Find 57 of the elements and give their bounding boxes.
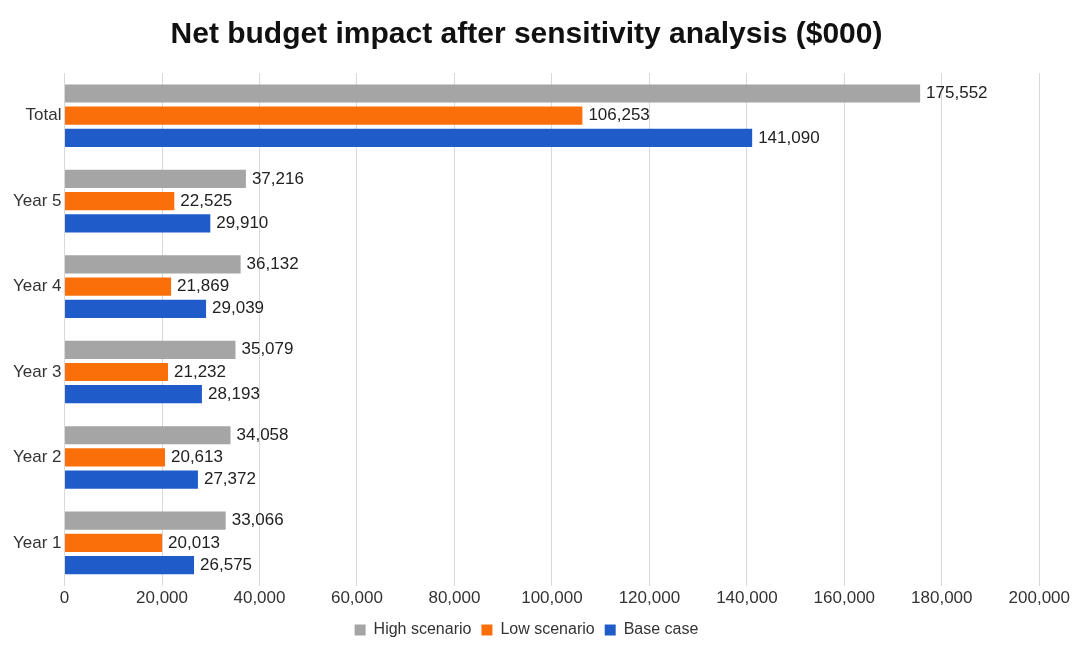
bar xyxy=(65,84,921,103)
y-tick-label: Total xyxy=(25,105,62,125)
bar xyxy=(65,511,226,530)
bar xyxy=(65,555,195,575)
legend-label: High scenario xyxy=(373,620,472,638)
data-label: 106,253 xyxy=(588,105,650,125)
data-label: 27,372 xyxy=(203,469,256,489)
data-label: 35,079 xyxy=(241,339,294,359)
bar xyxy=(65,299,207,318)
bar xyxy=(65,533,163,552)
y-tick-label: Year 3 xyxy=(13,361,62,381)
bar xyxy=(65,106,583,125)
x-tick-label: 140,000 xyxy=(716,588,778,608)
x-tick-label: 180,000 xyxy=(911,588,973,608)
data-label: 175,552 xyxy=(926,83,988,103)
x-tick-label: 100,000 xyxy=(521,588,583,608)
data-label: 37,216 xyxy=(251,168,304,188)
x-tick-label: 60,000 xyxy=(330,588,383,608)
data-label: 21,232 xyxy=(174,361,227,381)
data-label: 21,869 xyxy=(177,276,230,296)
legend-label: Low scenario xyxy=(500,620,595,638)
data-label: 29,910 xyxy=(216,213,269,233)
data-label: 29,039 xyxy=(212,298,265,318)
bar xyxy=(65,362,169,382)
data-label: 36,132 xyxy=(246,254,299,274)
data-label: 20,013 xyxy=(168,532,221,552)
x-tick-label: 200,000 xyxy=(1008,588,1070,608)
bar xyxy=(65,255,241,274)
bar xyxy=(65,277,172,296)
bar xyxy=(65,385,202,404)
bar xyxy=(65,169,246,189)
bar xyxy=(65,214,211,233)
data-label: 28,193 xyxy=(207,383,260,403)
y-tick-label: Year 5 xyxy=(13,190,62,210)
data-label: 22,525 xyxy=(180,190,233,210)
x-tick-label: 20,000 xyxy=(136,588,188,608)
x-tick-label: 40,000 xyxy=(233,588,286,608)
bar xyxy=(65,426,231,445)
chart-title: Net budget impact after sensitivity analysis ($000) xyxy=(170,16,883,50)
x-tick-label: 120,000 xyxy=(618,588,681,608)
data-label: 34,058 xyxy=(236,424,289,444)
bar xyxy=(65,448,165,467)
bar xyxy=(65,470,198,489)
legend-label: Base case xyxy=(623,620,699,638)
y-tick-label: Year 1 xyxy=(13,532,62,552)
data-label: 141,090 xyxy=(758,127,820,147)
x-tick-label: 80,000 xyxy=(428,588,481,608)
bar xyxy=(65,340,236,359)
data-label: 33,066 xyxy=(231,510,284,530)
bar xyxy=(65,192,175,211)
x-tick-label: 0 xyxy=(59,588,70,608)
x-tick-label: 160,000 xyxy=(813,588,876,608)
y-tick-label: Year 4 xyxy=(13,276,62,296)
data-label: 26,575 xyxy=(200,554,253,574)
data-label: 20,613 xyxy=(170,447,223,467)
y-tick-label: Year 2 xyxy=(13,447,62,467)
bar xyxy=(65,128,753,148)
